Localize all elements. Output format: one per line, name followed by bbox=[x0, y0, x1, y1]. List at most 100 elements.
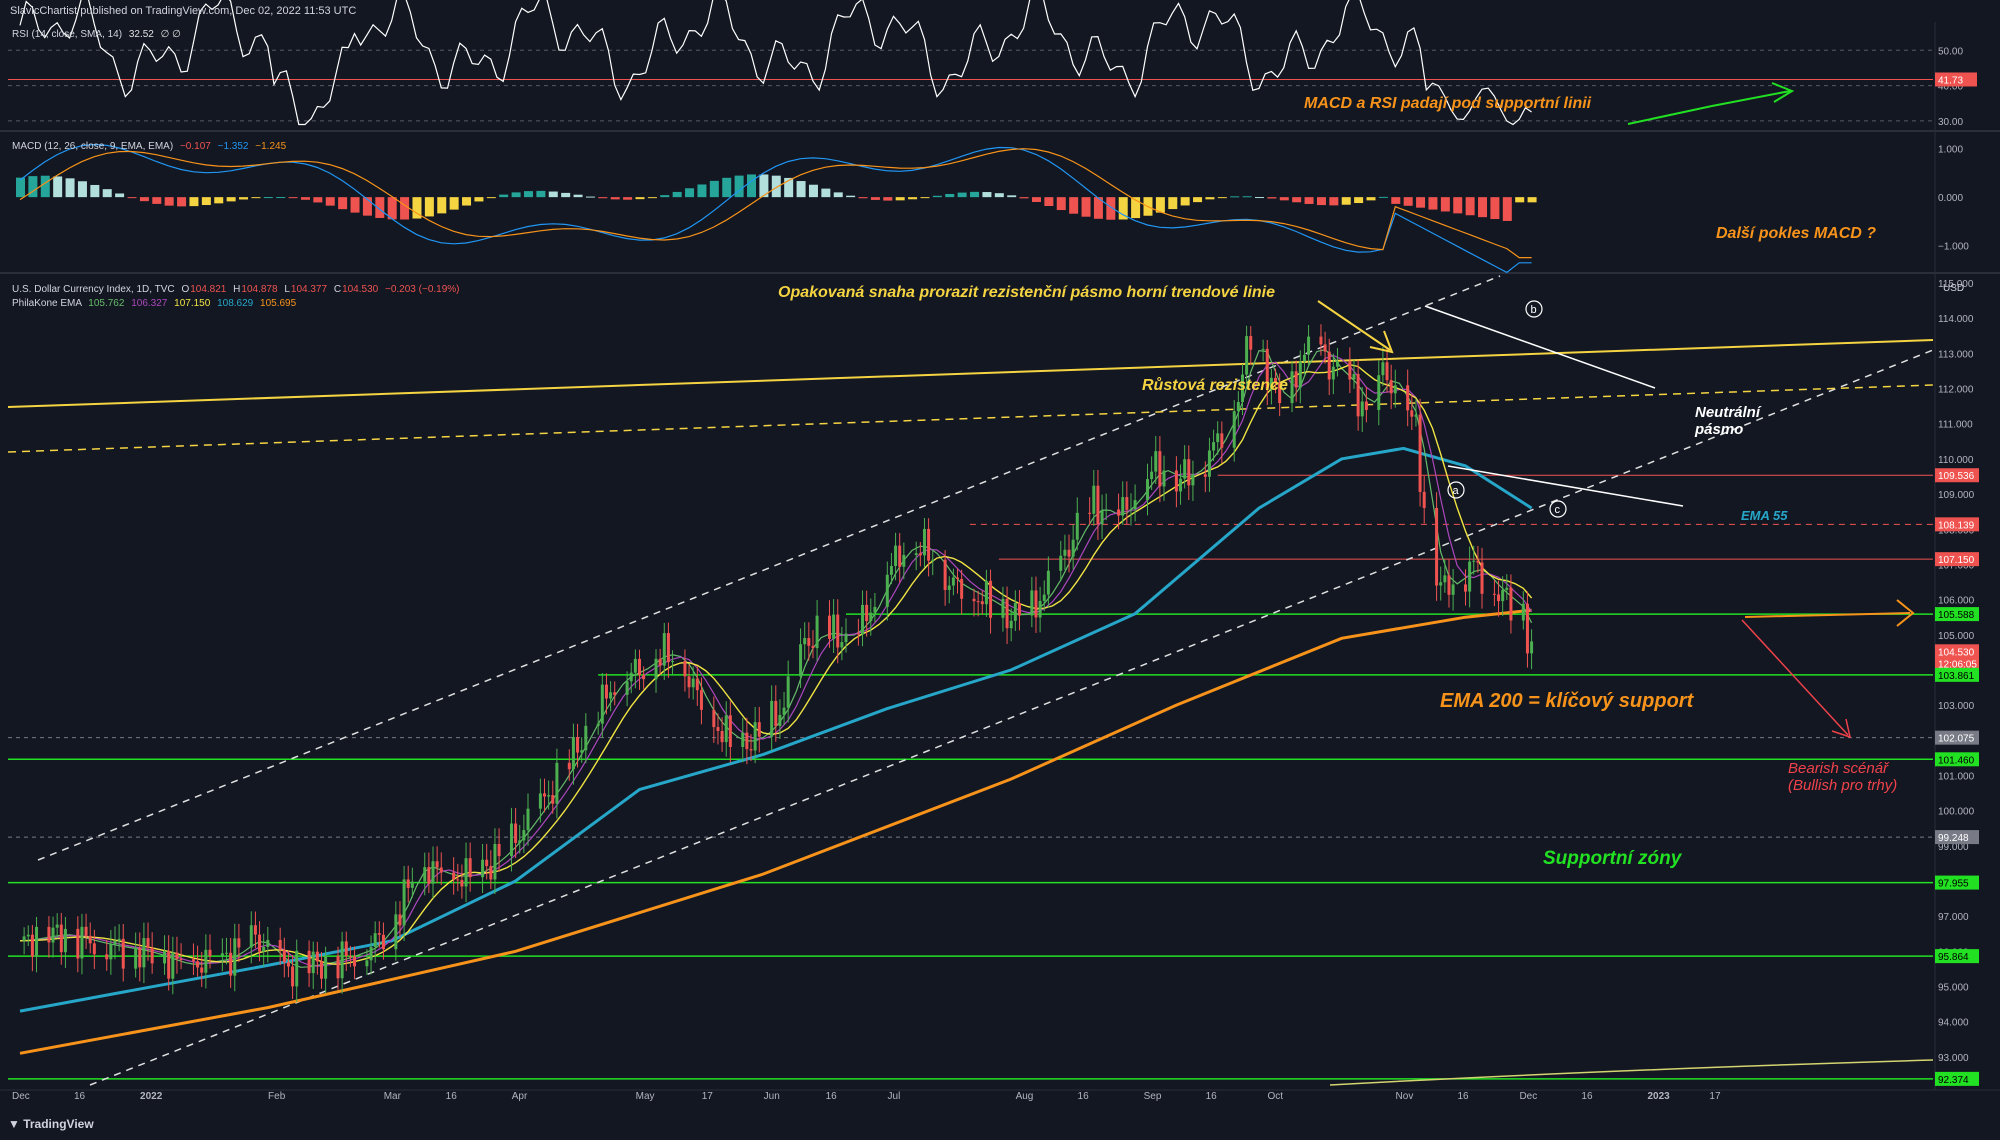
candle-body bbox=[493, 844, 497, 880]
price-tick-label: 101.000 bbox=[1938, 771, 1975, 782]
candle-body bbox=[1464, 584, 1467, 592]
time-tick-label: Dec bbox=[1519, 1091, 1537, 1102]
candle-body bbox=[584, 725, 588, 751]
candle-body bbox=[460, 880, 464, 887]
candle-body bbox=[1249, 336, 1253, 350]
price-tag bbox=[1935, 1071, 1979, 1086]
ema-value-1: 105.762 bbox=[88, 298, 125, 309]
candle-body bbox=[117, 938, 121, 941]
price-tag bbox=[1935, 517, 1979, 532]
macd-hist-bar bbox=[1205, 197, 1215, 200]
candle-body bbox=[225, 952, 228, 954]
candle-body bbox=[1158, 451, 1162, 487]
macd-hist-bar bbox=[263, 197, 273, 199]
macd-hist-bar bbox=[722, 177, 732, 198]
price-tag bbox=[1935, 667, 1979, 682]
bearish-line1: Bearish scénář bbox=[1788, 760, 1889, 777]
candle-body bbox=[481, 859, 485, 878]
price-tag-label: 92.374 bbox=[1938, 1075, 1969, 1086]
macd-hist-bar bbox=[177, 197, 187, 207]
macd-signal-line bbox=[19, 148, 1532, 259]
candle-body bbox=[1443, 575, 1447, 583]
rsi-extra: ∅ ∅ bbox=[160, 29, 181, 40]
macd-tick-label: 0.000 bbox=[1938, 193, 1963, 204]
macd-hist-bar bbox=[325, 197, 335, 206]
macd-hist-bar bbox=[846, 195, 856, 198]
candle-body bbox=[633, 658, 637, 673]
candle-body bbox=[691, 678, 695, 688]
candle-body bbox=[514, 823, 518, 843]
candle-body bbox=[311, 951, 315, 974]
macd-hist-bar bbox=[239, 197, 249, 200]
candle-body bbox=[658, 658, 662, 666]
macd-tick-label: 1.000 bbox=[1938, 145, 1963, 156]
macd-hist-bar bbox=[808, 184, 818, 198]
candle-body bbox=[237, 938, 241, 948]
candle-body bbox=[629, 672, 633, 682]
ema200-note: EMA 200 = klíčový support bbox=[1440, 690, 1694, 712]
candle-body bbox=[1269, 377, 1273, 390]
rsi-tick-label: 40.00 bbox=[1938, 82, 1963, 93]
macd-hist-bar bbox=[486, 197, 496, 199]
candle-body bbox=[844, 633, 848, 643]
macd-hist-bar bbox=[226, 197, 236, 202]
candle-body bbox=[204, 949, 208, 973]
macd-hist-bar bbox=[362, 197, 372, 216]
candle-body bbox=[365, 960, 369, 967]
candle-body bbox=[485, 859, 489, 867]
candle-body bbox=[348, 956, 352, 958]
candle-body bbox=[1129, 509, 1133, 511]
candle-body bbox=[406, 879, 410, 888]
candle-body bbox=[1521, 603, 1525, 621]
candle-body bbox=[1125, 497, 1129, 510]
candle-body bbox=[1335, 361, 1339, 367]
time-tick-label: Dec bbox=[12, 1091, 30, 1102]
time-tick-label: Sep bbox=[1144, 1091, 1162, 1102]
candle-body bbox=[88, 935, 92, 944]
macd-value-signal: −1.245 bbox=[255, 141, 287, 152]
upper-channel-line bbox=[37, 275, 1501, 861]
macd-hist-bar bbox=[412, 197, 422, 219]
price-tick-label: 115.000 bbox=[1938, 279, 1974, 290]
candle-body bbox=[695, 678, 699, 691]
ema-fast-line bbox=[19, 349, 1533, 968]
candle-body bbox=[638, 658, 641, 676]
candle-body bbox=[526, 808, 530, 831]
candle-body bbox=[555, 762, 559, 804]
time-tick-label: 16 bbox=[446, 1091, 458, 1102]
candle-body bbox=[749, 749, 753, 751]
candle-body bbox=[687, 676, 691, 688]
macd-hist-bar bbox=[449, 197, 459, 210]
candle-body bbox=[1331, 366, 1335, 380]
candle-body bbox=[1001, 598, 1005, 618]
macd-hist-bar bbox=[610, 197, 620, 200]
candle-body bbox=[518, 840, 522, 843]
macd-hist-bar bbox=[1106, 197, 1116, 220]
time-tick-label: 17 bbox=[1709, 1091, 1721, 1102]
candle-body bbox=[580, 750, 584, 753]
macd-hist-bar bbox=[1292, 197, 1302, 203]
candle-body bbox=[497, 844, 501, 857]
candle-body bbox=[596, 723, 600, 726]
macd-hist-bar bbox=[313, 197, 323, 203]
macd-hist-bar bbox=[1478, 197, 1488, 218]
candle-body bbox=[340, 941, 344, 979]
candle-body bbox=[753, 722, 757, 751]
candle-body bbox=[799, 644, 803, 677]
time-tick-label: 16 bbox=[826, 1091, 838, 1102]
time-tick-label: Mar bbox=[384, 1091, 402, 1102]
candle-body bbox=[1236, 402, 1240, 412]
macd-hist-bar bbox=[734, 175, 744, 198]
ema200-line bbox=[19, 608, 1532, 1055]
candle-body bbox=[121, 938, 125, 969]
rsi-support-line bbox=[1627, 105, 1713, 125]
candle-body bbox=[344, 941, 348, 957]
candle-body bbox=[951, 577, 955, 586]
candle-body bbox=[1274, 377, 1278, 384]
candle-body bbox=[1364, 401, 1368, 410]
candle-body bbox=[1191, 474, 1195, 486]
ema55-note: EMA 55 bbox=[1741, 508, 1788, 523]
candle-body bbox=[30, 934, 34, 957]
tradingview-logo: ▼ TradingView bbox=[8, 1117, 94, 1131]
candle-body bbox=[716, 727, 720, 732]
